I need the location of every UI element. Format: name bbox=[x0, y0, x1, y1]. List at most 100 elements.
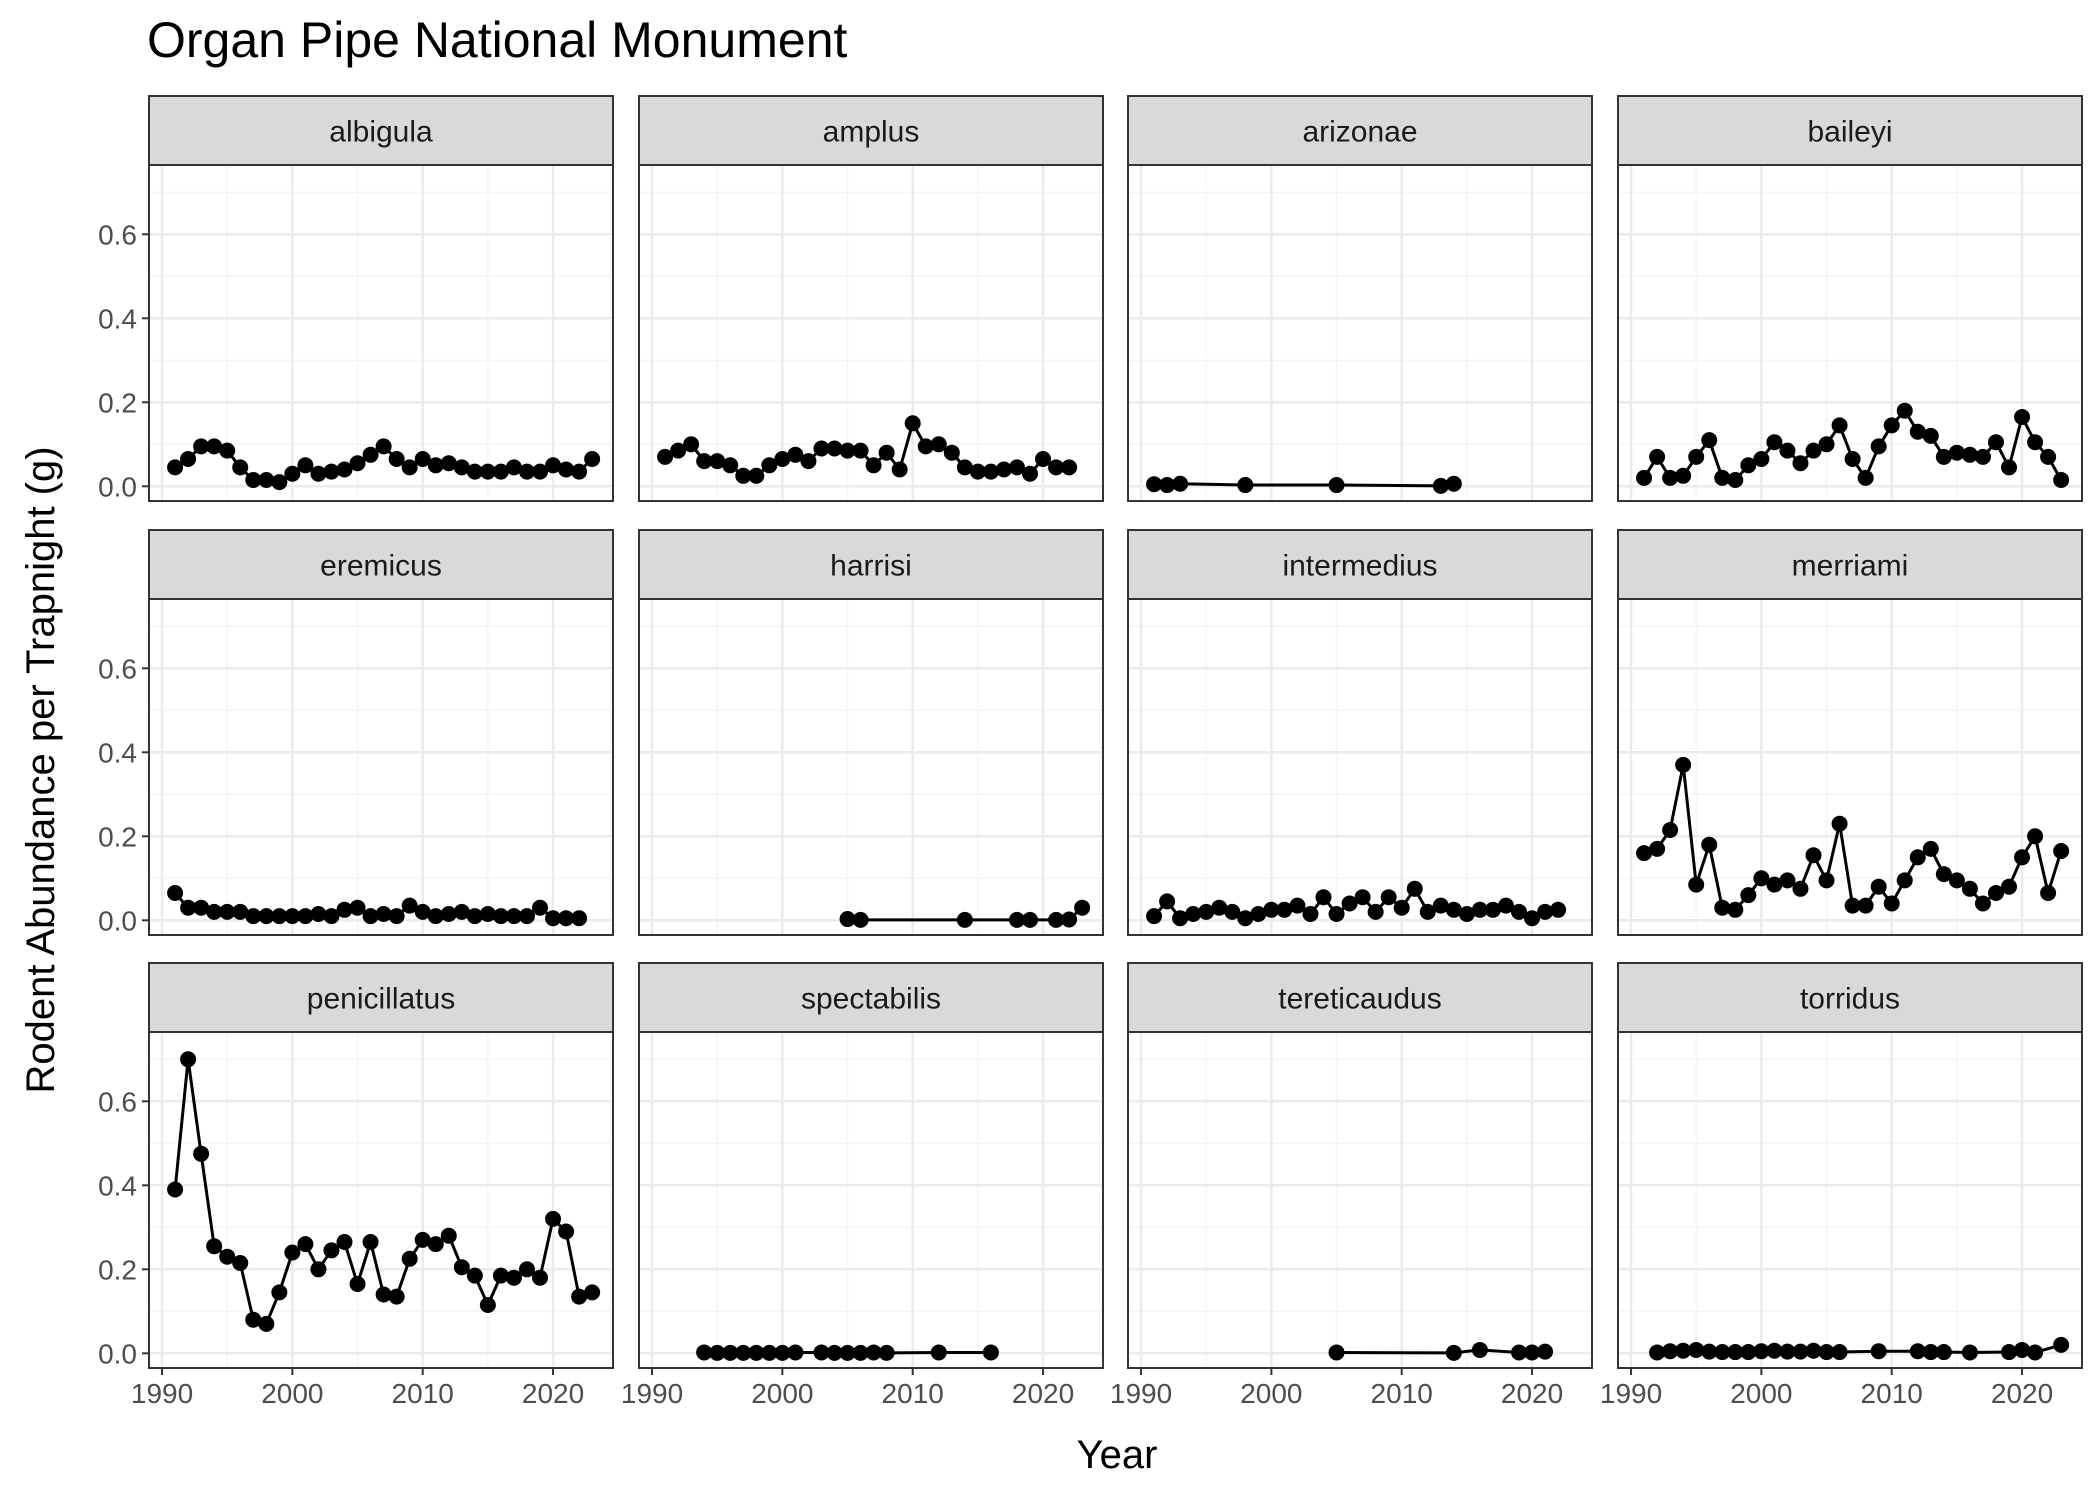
data-point bbox=[1819, 872, 1835, 888]
panel-background bbox=[639, 165, 1103, 501]
data-point bbox=[1537, 1344, 1553, 1360]
facet-label: intermedius bbox=[1282, 550, 1437, 583]
data-point bbox=[1871, 879, 1887, 895]
data-point bbox=[1884, 417, 1900, 433]
data-point bbox=[2053, 1337, 2069, 1353]
data-point bbox=[983, 1344, 999, 1360]
x-tick-label: 2020 bbox=[1501, 1378, 1563, 1409]
facet-panel-intermedius: intermedius bbox=[1128, 530, 1592, 935]
data-point bbox=[1884, 896, 1900, 912]
data-point bbox=[1675, 757, 1691, 773]
data-point bbox=[1962, 881, 1978, 897]
data-point bbox=[1316, 889, 1332, 905]
data-point bbox=[2027, 1344, 2043, 1360]
data-point bbox=[853, 443, 869, 459]
data-point bbox=[389, 1289, 405, 1305]
data-point bbox=[206, 1238, 222, 1254]
data-point bbox=[350, 1276, 366, 1292]
y-tick-label: 0.6 bbox=[98, 219, 137, 250]
x-tick-label: 1990 bbox=[1110, 1378, 1172, 1409]
data-point bbox=[1355, 889, 1371, 905]
data-point bbox=[167, 1182, 183, 1198]
x-tick-label: 2020 bbox=[1991, 1378, 2053, 1409]
data-point bbox=[1329, 477, 1345, 493]
data-point bbox=[1988, 434, 2004, 450]
data-point bbox=[1329, 1344, 1345, 1360]
y-tick-label: 0.0 bbox=[98, 471, 137, 502]
data-point bbox=[1740, 887, 1756, 903]
y-tick-label: 0.0 bbox=[98, 1338, 137, 1369]
data-point bbox=[1975, 896, 1991, 912]
data-point bbox=[480, 1297, 496, 1313]
y-tick-label: 0.6 bbox=[98, 1086, 137, 1117]
data-point bbox=[584, 1284, 600, 1300]
data-point bbox=[2001, 879, 2017, 895]
data-point bbox=[467, 1268, 483, 1284]
data-point bbox=[1779, 443, 1795, 459]
y-tick-label: 0.2 bbox=[98, 1254, 137, 1285]
x-tick-label: 1990 bbox=[131, 1378, 193, 1409]
y-axis-title: Rodent Abundance per Trapnight (g) bbox=[19, 446, 63, 1093]
data-point bbox=[1550, 902, 1566, 918]
data-point bbox=[1832, 417, 1848, 433]
data-point bbox=[1022, 912, 1038, 928]
data-point bbox=[1636, 470, 1652, 486]
data-point bbox=[853, 912, 869, 928]
data-point bbox=[800, 453, 816, 469]
chart-title: Organ Pipe National Monument bbox=[147, 12, 847, 68]
facet-panel-amplus: amplus bbox=[639, 96, 1103, 501]
data-point bbox=[787, 1344, 803, 1360]
facet-panel-merriami: merriami bbox=[1618, 530, 2082, 935]
data-point bbox=[879, 445, 895, 461]
data-point bbox=[532, 1270, 548, 1286]
data-point bbox=[1649, 449, 1665, 465]
data-point bbox=[957, 912, 973, 928]
y-tick-label: 0.2 bbox=[98, 387, 137, 418]
data-point bbox=[167, 885, 183, 901]
data-point bbox=[944, 445, 960, 461]
data-point bbox=[1237, 477, 1253, 493]
data-point bbox=[1701, 432, 1717, 448]
data-point bbox=[1975, 449, 1991, 465]
data-point bbox=[297, 1236, 313, 1252]
data-point bbox=[2053, 472, 2069, 488]
facet-panel-baileyi: baileyi bbox=[1618, 96, 2082, 501]
x-tick-label: 2010 bbox=[1861, 1378, 1923, 1409]
data-point bbox=[1675, 468, 1691, 484]
x-tick-label: 2000 bbox=[751, 1378, 813, 1409]
data-point bbox=[1472, 1342, 1488, 1358]
data-point bbox=[1962, 1344, 1978, 1360]
facet-panel-arizonae: arizonae bbox=[1128, 96, 1592, 501]
data-point bbox=[1329, 906, 1345, 922]
data-point bbox=[1368, 904, 1384, 920]
x-tick-label: 2020 bbox=[1012, 1378, 1074, 1409]
panel-background bbox=[149, 1032, 613, 1368]
data-point bbox=[1897, 403, 1913, 419]
data-point bbox=[1074, 900, 1090, 916]
data-point bbox=[1727, 472, 1743, 488]
x-tick-label: 1990 bbox=[621, 1378, 683, 1409]
x-tick-label: 2000 bbox=[261, 1378, 323, 1409]
data-point bbox=[232, 1255, 248, 1271]
facet-label: albigula bbox=[329, 116, 433, 149]
data-point bbox=[1394, 900, 1410, 916]
facet-label: merriami bbox=[1792, 550, 1909, 583]
data-point bbox=[1061, 911, 1077, 927]
data-point bbox=[271, 1284, 287, 1300]
data-point bbox=[2053, 843, 2069, 859]
data-point bbox=[1858, 470, 1874, 486]
data-point bbox=[1819, 436, 1835, 452]
data-point bbox=[748, 468, 764, 484]
panel-background bbox=[1618, 1032, 2082, 1368]
data-point bbox=[2040, 449, 2056, 465]
facet-label: harrisi bbox=[830, 550, 912, 583]
data-point bbox=[1845, 451, 1861, 467]
data-point bbox=[722, 457, 738, 473]
facet-label: eremicus bbox=[320, 550, 442, 583]
x-tick-label: 1990 bbox=[1600, 1378, 1662, 1409]
data-point bbox=[180, 1051, 196, 1067]
